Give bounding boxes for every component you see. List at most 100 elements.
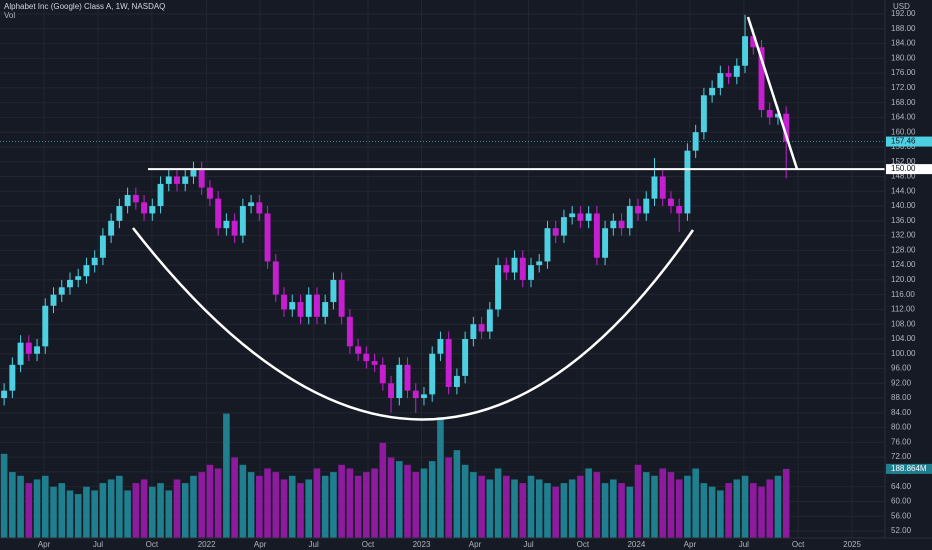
- volume-bar: [17, 475, 24, 538]
- candle-body: [174, 176, 180, 184]
- volume-bar: [560, 483, 568, 538]
- candle-body: [91, 257, 98, 266]
- y-tick-label: 104.00: [891, 334, 916, 343]
- candle-body: [437, 338, 444, 354]
- y-tick-label: 136.00: [891, 216, 916, 225]
- volume-bar: [412, 472, 420, 538]
- volume-bar: [9, 472, 16, 538]
- candle-body: [602, 228, 609, 258]
- volume-bar: [223, 413, 230, 538]
- volume-bar: [782, 468, 790, 538]
- volume-bar: [470, 472, 477, 538]
- y-tick-label: 108.00: [891, 319, 916, 328]
- volume-bar: [387, 457, 395, 538]
- candle-body: [552, 228, 559, 236]
- y-tick-label: 172.00: [891, 83, 916, 92]
- volume-bar: [264, 468, 271, 538]
- volume-bar: [568, 479, 576, 538]
- volume-bar: [206, 464, 214, 538]
- volume-bar: [74, 494, 82, 538]
- y-tick-label: 60.00: [891, 497, 912, 506]
- volume-bar: [527, 475, 535, 538]
- candle-body: [272, 261, 279, 295]
- volume-bar: [214, 468, 222, 538]
- volume-bar: [445, 457, 452, 538]
- candle-body: [182, 176, 189, 184]
- volume-bar: [363, 472, 370, 538]
- volume-bar: [33, 479, 41, 538]
- volume-bar: [717, 490, 724, 538]
- volume-bar: [313, 468, 321, 538]
- candle-body: [412, 390, 419, 399]
- volume-bar: [330, 472, 337, 538]
- x-tick-label: 2022: [198, 540, 216, 549]
- candle-body: [108, 220, 115, 236]
- x-tick-label: 2023: [413, 540, 431, 549]
- candle-body: [585, 213, 592, 221]
- volume-bar: [593, 472, 601, 538]
- y-tick-label: 160.00: [891, 127, 916, 136]
- candle-body: [643, 198, 650, 214]
- candle-body: [733, 65, 740, 77]
- volume-bar: [239, 464, 247, 538]
- candle-body: [190, 169, 197, 177]
- candle-body: [355, 346, 362, 354]
- candle-body: [42, 305, 49, 347]
- volume-title: Vol: [4, 11, 15, 20]
- volume-bar: [83, 486, 90, 538]
- candle-body: [659, 176, 666, 199]
- volume-bar: [626, 486, 634, 538]
- volume-bar: [667, 472, 675, 538]
- y-tick-label: 124.00: [891, 260, 916, 269]
- volume-bar: [198, 472, 205, 538]
- volume-bar: [140, 479, 148, 538]
- x-tick-label: Oct: [792, 540, 805, 549]
- volume-bar: [684, 475, 691, 538]
- volume-bar: [305, 479, 313, 538]
- volume-bar: [634, 464, 642, 538]
- volume-bar: [116, 475, 123, 538]
- candle-body: [67, 279, 73, 288]
- volume-bar: [486, 479, 494, 538]
- volume-bar: [428, 461, 436, 538]
- volume-bar: [231, 457, 238, 538]
- volume-bar: [190, 475, 197, 538]
- volume-bar: [354, 475, 362, 538]
- y-tick-label: 132.00: [891, 231, 916, 240]
- candle-body: [281, 294, 287, 310]
- axis-layer: 52.0056.0060.0064.0068.0072.0076.0080.00…: [38, 9, 932, 549]
- x-tick-label: Oct: [362, 540, 375, 549]
- y-tick-label: 84.00: [891, 408, 912, 417]
- volume-bar: [585, 468, 592, 538]
- volume-bar: [659, 468, 667, 538]
- y-tick-label: 80.00: [891, 423, 912, 432]
- candle-body: [1, 390, 8, 399]
- candle-body: [486, 309, 493, 332]
- candle-body: [626, 206, 633, 229]
- candle-body: [305, 294, 312, 317]
- candle-body: [700, 95, 707, 133]
- x-tick-label: Oct: [146, 540, 159, 549]
- y-tick-label: 144.00: [891, 186, 916, 195]
- volume-bar: [577, 475, 584, 538]
- candle-body: [470, 324, 477, 339]
- candle-body: [478, 324, 485, 332]
- overlay-layer: [0, 141, 885, 171]
- candle-body: [346, 316, 353, 347]
- currency-label: USD: [893, 2, 910, 11]
- volume-bar: [610, 479, 617, 538]
- volume-bar: [371, 468, 378, 538]
- volume-bar: [404, 464, 411, 538]
- x-tick-label: Apr: [469, 540, 482, 549]
- volume-bar: [741, 475, 749, 538]
- volume-bar: [708, 486, 716, 538]
- volume-bar: [675, 479, 683, 538]
- volume-bar: [494, 468, 502, 538]
- volume-bar: [544, 483, 551, 538]
- y-tick-label: 148.00: [891, 172, 916, 181]
- volume-bar: [503, 475, 510, 538]
- candle-body: [198, 169, 205, 188]
- y-tick-label: 140.00: [891, 201, 916, 210]
- candle-body: [717, 73, 724, 88]
